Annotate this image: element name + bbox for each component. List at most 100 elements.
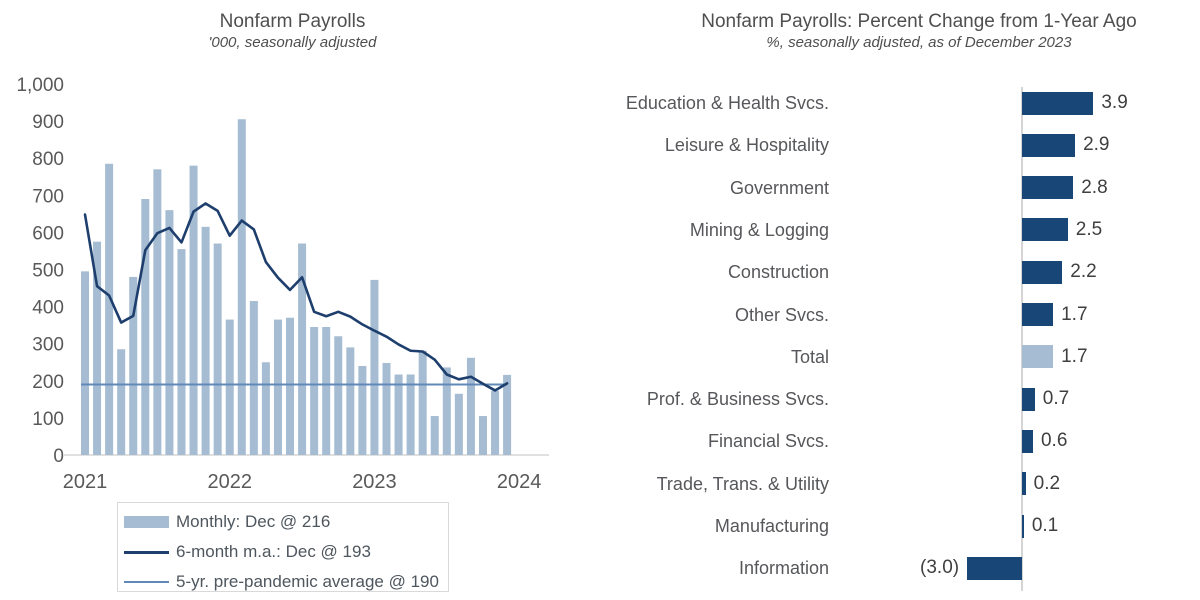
- monthly-bar: [213, 243, 222, 455]
- value-bar: [1022, 345, 1054, 369]
- x-axis-year-label: 2023: [352, 471, 397, 493]
- category-label: Information: [738, 558, 829, 579]
- value-label: 2.9: [1083, 134, 1110, 156]
- monthly-bar-swatch: [124, 516, 169, 528]
- category-label: Construction: [727, 262, 829, 283]
- monthly-bar: [177, 249, 186, 455]
- legend-item-label: Monthly: Dec @ 216: [176, 512, 331, 531]
- value-bar: [967, 556, 1022, 580]
- value-bar: [1022, 91, 1094, 115]
- category-label: Prof. & Business Svcs.: [646, 389, 829, 410]
- y-axis-tick-label: 500: [32, 261, 64, 282]
- y-axis-tick-label: 100: [32, 409, 64, 430]
- y-axis-tick-label: 0: [53, 446, 64, 467]
- y-axis-tick-label: 700: [32, 186, 64, 207]
- x-axis-year-label: 2024: [497, 471, 542, 493]
- value-label: 0.2: [1033, 472, 1061, 494]
- value-label: 0.7: [1042, 388, 1070, 410]
- right-chart-subtitle: %, seasonally adjusted, as of December 2…: [766, 34, 1072, 51]
- legend-item: 6-month m.a.: Dec @ 193: [118, 537, 448, 567]
- value-bar: [1022, 387, 1035, 411]
- monthly-bar: [394, 374, 403, 455]
- category-label: Mining & Logging: [689, 219, 829, 240]
- left-chart-subtitle: '000, seasonally adjusted: [208, 34, 377, 51]
- monthly-bar: [334, 336, 343, 455]
- category-label: Trade, Trans. & Utility: [656, 473, 829, 494]
- monthly-bar: [129, 276, 138, 455]
- monthly-bar: [81, 271, 89, 455]
- value-bar: [1022, 472, 1026, 496]
- monthly-bar: [225, 319, 234, 455]
- monthly-bar: [406, 374, 415, 455]
- monthly-bar: [237, 119, 246, 456]
- right-chart-header: Nonfarm Payrolls: Percent Change from 1-…: [625, 11, 1200, 52]
- legend-item: 5-yr. pre-pandemic average @ 190: [118, 567, 448, 597]
- value-bar: [1022, 429, 1033, 453]
- monthly-bar: [298, 243, 307, 455]
- monthly-bar: [358, 365, 367, 455]
- legend-item-label: 6-month m.a.: Dec @ 193: [176, 542, 371, 561]
- monthly-bar: [418, 350, 427, 455]
- monthly-bar: [273, 319, 282, 455]
- y-axis-tick-label: 600: [32, 223, 64, 244]
- legend-item: Monthly: Dec @ 216: [118, 507, 448, 537]
- right-chart-zero-axis: [1021, 87, 1023, 591]
- y-axis-tick-label: 300: [32, 335, 64, 356]
- category-label: Other Svcs.: [734, 304, 829, 325]
- value-label: 0.1: [1031, 515, 1059, 536]
- value-bar: [1022, 514, 1024, 538]
- category-label: Leisure & Hospitality: [664, 135, 829, 156]
- value-label: 0.6: [1040, 430, 1068, 452]
- category-label: Government: [729, 177, 829, 198]
- left-chart-title: Nonfarm Payrolls: [219, 11, 366, 32]
- y-axis-tick-label: 1,000: [16, 75, 64, 96]
- value-bar: [1022, 218, 1068, 242]
- right-chart-title: Nonfarm Payrolls: Percent Change from 1-…: [701, 11, 1137, 32]
- monthly-bar: [117, 349, 126, 455]
- category-label: Manufacturing: [714, 516, 829, 536]
- monthly-bar: [346, 347, 355, 455]
- monthly-bar: [189, 165, 198, 455]
- x-axis-year-label: 2021: [63, 471, 108, 493]
- category-label: Education & Health Svcs.: [625, 93, 829, 113]
- monthly-bar: [454, 393, 463, 455]
- monthly-bar: [261, 362, 270, 455]
- y-axis-tick-label: 400: [32, 298, 64, 319]
- monthly-bar: [478, 416, 487, 455]
- monthly-bar: [201, 226, 210, 455]
- category-label: Total: [790, 346, 829, 367]
- value-label: 1.7: [1061, 303, 1088, 325]
- monthly-bar: [153, 169, 162, 455]
- legend-item-label: 5-yr. pre-pandemic average @ 190: [176, 572, 439, 591]
- monthly-bar: [370, 279, 379, 455]
- monthly-bar: [286, 317, 295, 455]
- six-month-ma-line: [83, 202, 509, 392]
- ma-line-swatch: [124, 550, 169, 554]
- value-label: 3.9: [1101, 92, 1128, 113]
- monthly-bar: [503, 374, 512, 455]
- monthly-bar: [466, 357, 475, 455]
- avg-line-swatch: [124, 581, 169, 583]
- value-label: 2.5: [1075, 218, 1103, 240]
- monthly-bar: [93, 241, 102, 455]
- y-axis-tick-label: 800: [32, 149, 64, 170]
- monthly-bar: [322, 327, 331, 455]
- category-label: Financial Svcs.: [707, 431, 829, 452]
- value-bar: [1022, 176, 1074, 200]
- y-axis-tick-label: 200: [32, 372, 64, 393]
- left-chart-legend: Monthly: Dec @ 216 6-month m.a.: Dec @ 19…: [117, 502, 449, 592]
- monthly-bar: [141, 199, 150, 455]
- value-bar: [1022, 133, 1076, 157]
- monthly-bar: [491, 390, 500, 455]
- left-chart-plot: 0 100 200 300 400 500 600 700 800 900 1,000 2021 202…: [16, 75, 549, 493]
- left-chart-header: Nonfarm Payrolls '000, seasonally adjust…: [10, 11, 575, 52]
- monthly-bar: [442, 367, 451, 455]
- y-axis-tick-label: 900: [32, 112, 64, 133]
- monthly-bar: [382, 362, 391, 455]
- value-label: 2.8: [1081, 176, 1108, 198]
- value-label: 1.7: [1061, 345, 1088, 367]
- monthly-bar: [249, 301, 258, 455]
- value-bar: [1022, 303, 1054, 326]
